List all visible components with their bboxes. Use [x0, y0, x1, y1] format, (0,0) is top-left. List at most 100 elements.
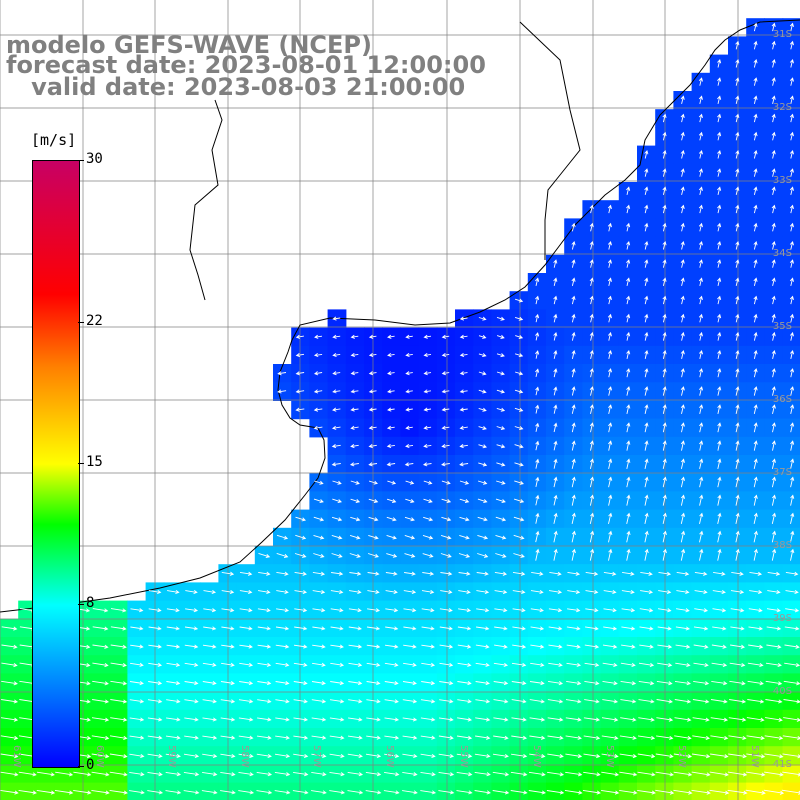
wind-arrow — [699, 440, 704, 451]
wind-arrow — [440, 553, 452, 558]
wind-arrow — [717, 386, 722, 396]
wind-arrow — [638, 662, 655, 668]
wind-arrow — [771, 186, 776, 196]
wind-arrow — [185, 589, 198, 595]
wind-arrow — [423, 371, 432, 376]
wind-arrow — [257, 644, 272, 649]
wind-arrow — [477, 534, 489, 540]
wind-arrow — [368, 352, 377, 358]
wind-arrow — [565, 771, 583, 777]
wind-arrow — [1, 680, 18, 686]
wind-arrow — [513, 553, 525, 558]
wind-arrow — [478, 316, 487, 321]
wind-arrow — [644, 222, 649, 232]
wind-arrow — [680, 512, 686, 525]
wind-arrow — [717, 494, 722, 506]
wind-arrow — [147, 790, 164, 795]
wind-arrow — [405, 371, 413, 376]
wind-arrow — [202, 699, 217, 704]
wind-arrow — [735, 458, 740, 470]
wind-arrow — [717, 440, 722, 451]
wind-arrow — [350, 425, 359, 430]
wind-arrow — [553, 422, 558, 433]
wind-arrow — [764, 735, 784, 741]
wind-arrow — [589, 222, 594, 232]
wind-arrow — [717, 368, 722, 378]
wind-arrow — [405, 425, 413, 430]
wind-arrow — [239, 626, 253, 631]
wind-arrow — [584, 662, 600, 667]
wind-arrow — [148, 626, 162, 631]
wind-arrow — [546, 790, 565, 795]
wind-arrow — [514, 389, 524, 394]
wind-arrow — [640, 571, 653, 576]
wind-arrow — [698, 149, 703, 159]
wind-arrow — [564, 789, 583, 795]
wind-arrow — [494, 626, 508, 631]
wind-arrow — [784, 626, 800, 631]
latitude-label: 33S — [772, 175, 792, 186]
wind-arrow — [571, 530, 576, 543]
wind-arrow — [220, 717, 236, 722]
wind-arrow — [348, 644, 363, 649]
wind-arrow — [698, 168, 703, 177]
wind-arrow — [312, 662, 326, 667]
wind-arrow — [571, 349, 576, 359]
wind-arrow — [313, 425, 323, 430]
wind-arrow — [621, 644, 636, 649]
wind-arrow — [91, 753, 110, 759]
wind-arrow — [626, 530, 631, 543]
wind-arrow — [239, 662, 254, 667]
wind-arrow — [330, 681, 345, 686]
wind-arrow — [1, 626, 18, 631]
wind-arrow — [717, 476, 722, 488]
wind-arrow — [789, 40, 794, 50]
wind-arrow — [459, 371, 468, 376]
wind-arrow — [747, 699, 765, 704]
wind-arrow — [456, 735, 473, 740]
wind-arrow — [790, 548, 795, 561]
wind-arrow — [749, 571, 763, 576]
wind-arrow — [238, 790, 255, 795]
wind-arrow — [311, 717, 327, 722]
wind-arrow — [535, 404, 540, 414]
wind-arrow — [129, 717, 145, 722]
wind-arrow — [402, 681, 417, 686]
wind-arrow — [753, 204, 758, 214]
wind-arrow — [130, 644, 144, 649]
wind-arrow — [386, 516, 397, 522]
wind-arrow — [571, 440, 576, 451]
wind-arrow — [553, 494, 558, 506]
wind-arrow — [478, 389, 487, 394]
wind-arrow — [458, 589, 471, 595]
latitude-label: 37S — [772, 467, 792, 478]
wind-arrow — [492, 753, 509, 759]
wind-arrow — [710, 753, 729, 759]
wind-arrow — [607, 222, 612, 232]
wind-arrow — [528, 771, 546, 777]
wind-arrow — [403, 608, 417, 613]
wind-arrow — [368, 516, 379, 522]
wind-arrow — [456, 771, 473, 777]
wind-arrow — [348, 608, 362, 613]
wind-arrow — [535, 332, 540, 341]
wind-arrow — [710, 699, 728, 704]
wind-arrow — [673, 771, 693, 777]
wind-arrow — [91, 789, 110, 795]
wind-arrow — [110, 644, 127, 649]
wind-arrow — [475, 717, 491, 722]
wind-arrow — [547, 717, 564, 722]
wind-arrow — [547, 735, 564, 740]
wind-arrow — [148, 681, 163, 686]
wind-arrow — [314, 371, 323, 376]
wind-arrow — [185, 608, 199, 613]
wind-arrow — [735, 331, 740, 341]
wind-arrow — [475, 662, 490, 667]
wind-arrow — [644, 440, 649, 451]
wind-arrow — [565, 699, 582, 704]
wind-arrow — [220, 699, 236, 704]
wind-arrow — [438, 717, 454, 722]
wind-arrow — [148, 662, 163, 667]
wind-arrow — [202, 681, 217, 686]
wind-arrow — [367, 553, 379, 558]
